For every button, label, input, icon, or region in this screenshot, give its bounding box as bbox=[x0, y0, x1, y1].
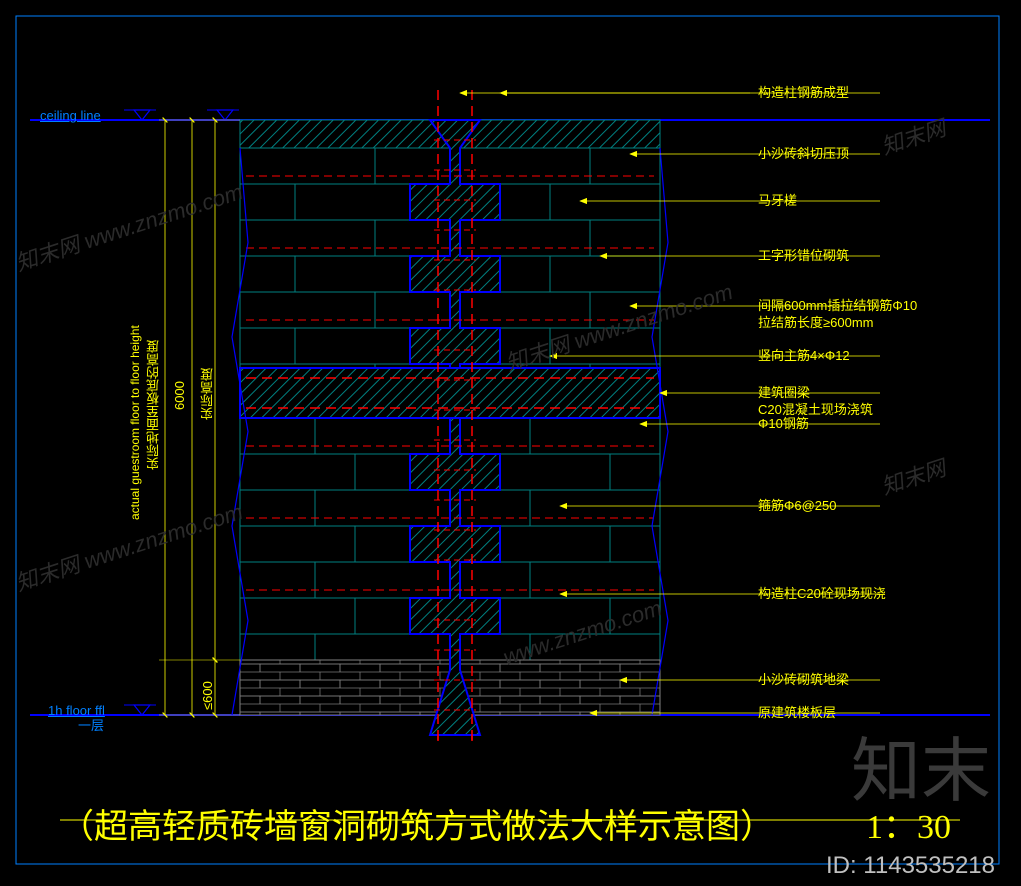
dim3: ≤600 bbox=[200, 650, 217, 710]
dim-cn: 实际地面至板底的高度 bbox=[146, 250, 163, 470]
leader-label: 构造柱钢筋成型 bbox=[758, 85, 849, 102]
leader-label: 马牙槎 bbox=[758, 193, 797, 210]
leader-label: 小沙砖斜切压顶 bbox=[758, 146, 849, 163]
leader-label: 间隔600mm插拉结钢筋Φ10 拉结筋长度≥600mm bbox=[758, 298, 917, 332]
id-label: ID: 1143535218 bbox=[826, 852, 995, 880]
leader-label: 工字形错位砌筑 bbox=[758, 248, 849, 265]
leader-label: 建筑圈梁 C20混凝土现场浇筑 bbox=[758, 385, 873, 419]
big-watermark: 知末 bbox=[851, 715, 991, 816]
drawing-title: （超高轻质砖墙窗洞砌筑方式做法大样示意图） bbox=[60, 799, 774, 848]
ceiling-line-label: ceiling line bbox=[40, 108, 101, 125]
leader-label: 小沙砖砌筑地梁 bbox=[758, 672, 849, 689]
leader-label: 竖向主筋4×Φ12 bbox=[758, 348, 850, 365]
leader-label: 箍筋Φ6@250 bbox=[758, 498, 837, 515]
floor-line-cn: 一层 bbox=[78, 718, 104, 735]
leader-label: 原建筑楼板层 bbox=[758, 705, 836, 722]
dim-en: actual guestroom floor to floor height bbox=[128, 200, 144, 520]
leader-label: 构造柱C20砼现场现浇 bbox=[758, 586, 886, 603]
dim2-cn: 实际高度 bbox=[200, 300, 217, 420]
dim-val: 6000 bbox=[172, 330, 189, 410]
leader-label: Φ10钢筋 bbox=[758, 416, 809, 433]
